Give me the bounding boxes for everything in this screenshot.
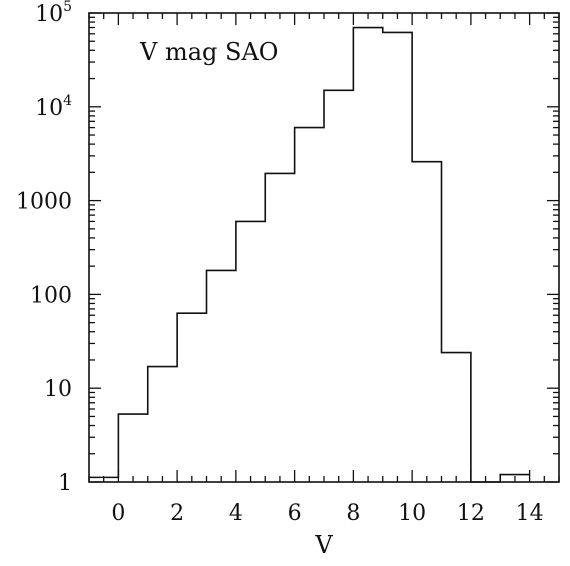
x-tick-label: 12 — [457, 501, 485, 526]
minor-ticks — [88, 13, 560, 482]
x-tick-label: 6 — [288, 501, 302, 526]
x-tick-label: 8 — [346, 501, 360, 526]
x-tick-label: 10 — [398, 501, 426, 526]
y-tick-label: 104 — [35, 93, 72, 121]
plot-frame — [88, 12, 560, 483]
y-tick-label: 100 — [30, 283, 72, 308]
y-tick-exponent: 4 — [63, 93, 72, 109]
x-tick-labels: 0 2 4 6 8 10 12 14 — [111, 501, 543, 526]
y-tick-label: 10 — [44, 377, 72, 402]
x-axis-label: V — [314, 531, 333, 559]
x-tick-label: 4 — [229, 501, 243, 526]
y-tick-exponent: 5 — [63, 0, 72, 15]
y-tick-label: 1 — [58, 471, 72, 496]
chart-title: V mag SAO — [139, 38, 278, 66]
y-tick-label: 1000 — [16, 190, 72, 215]
x-tick-label: 0 — [111, 501, 125, 526]
x-tick-label: 14 — [516, 501, 544, 526]
major-ticks — [89, 12, 559, 483]
y-tick-labels: 1 10 100 1000 104 105 — [16, 0, 72, 496]
x-tick-label: 2 — [170, 501, 184, 526]
y-tick-label: 105 — [35, 0, 72, 27]
histogram-step-line — [89, 26, 530, 483]
